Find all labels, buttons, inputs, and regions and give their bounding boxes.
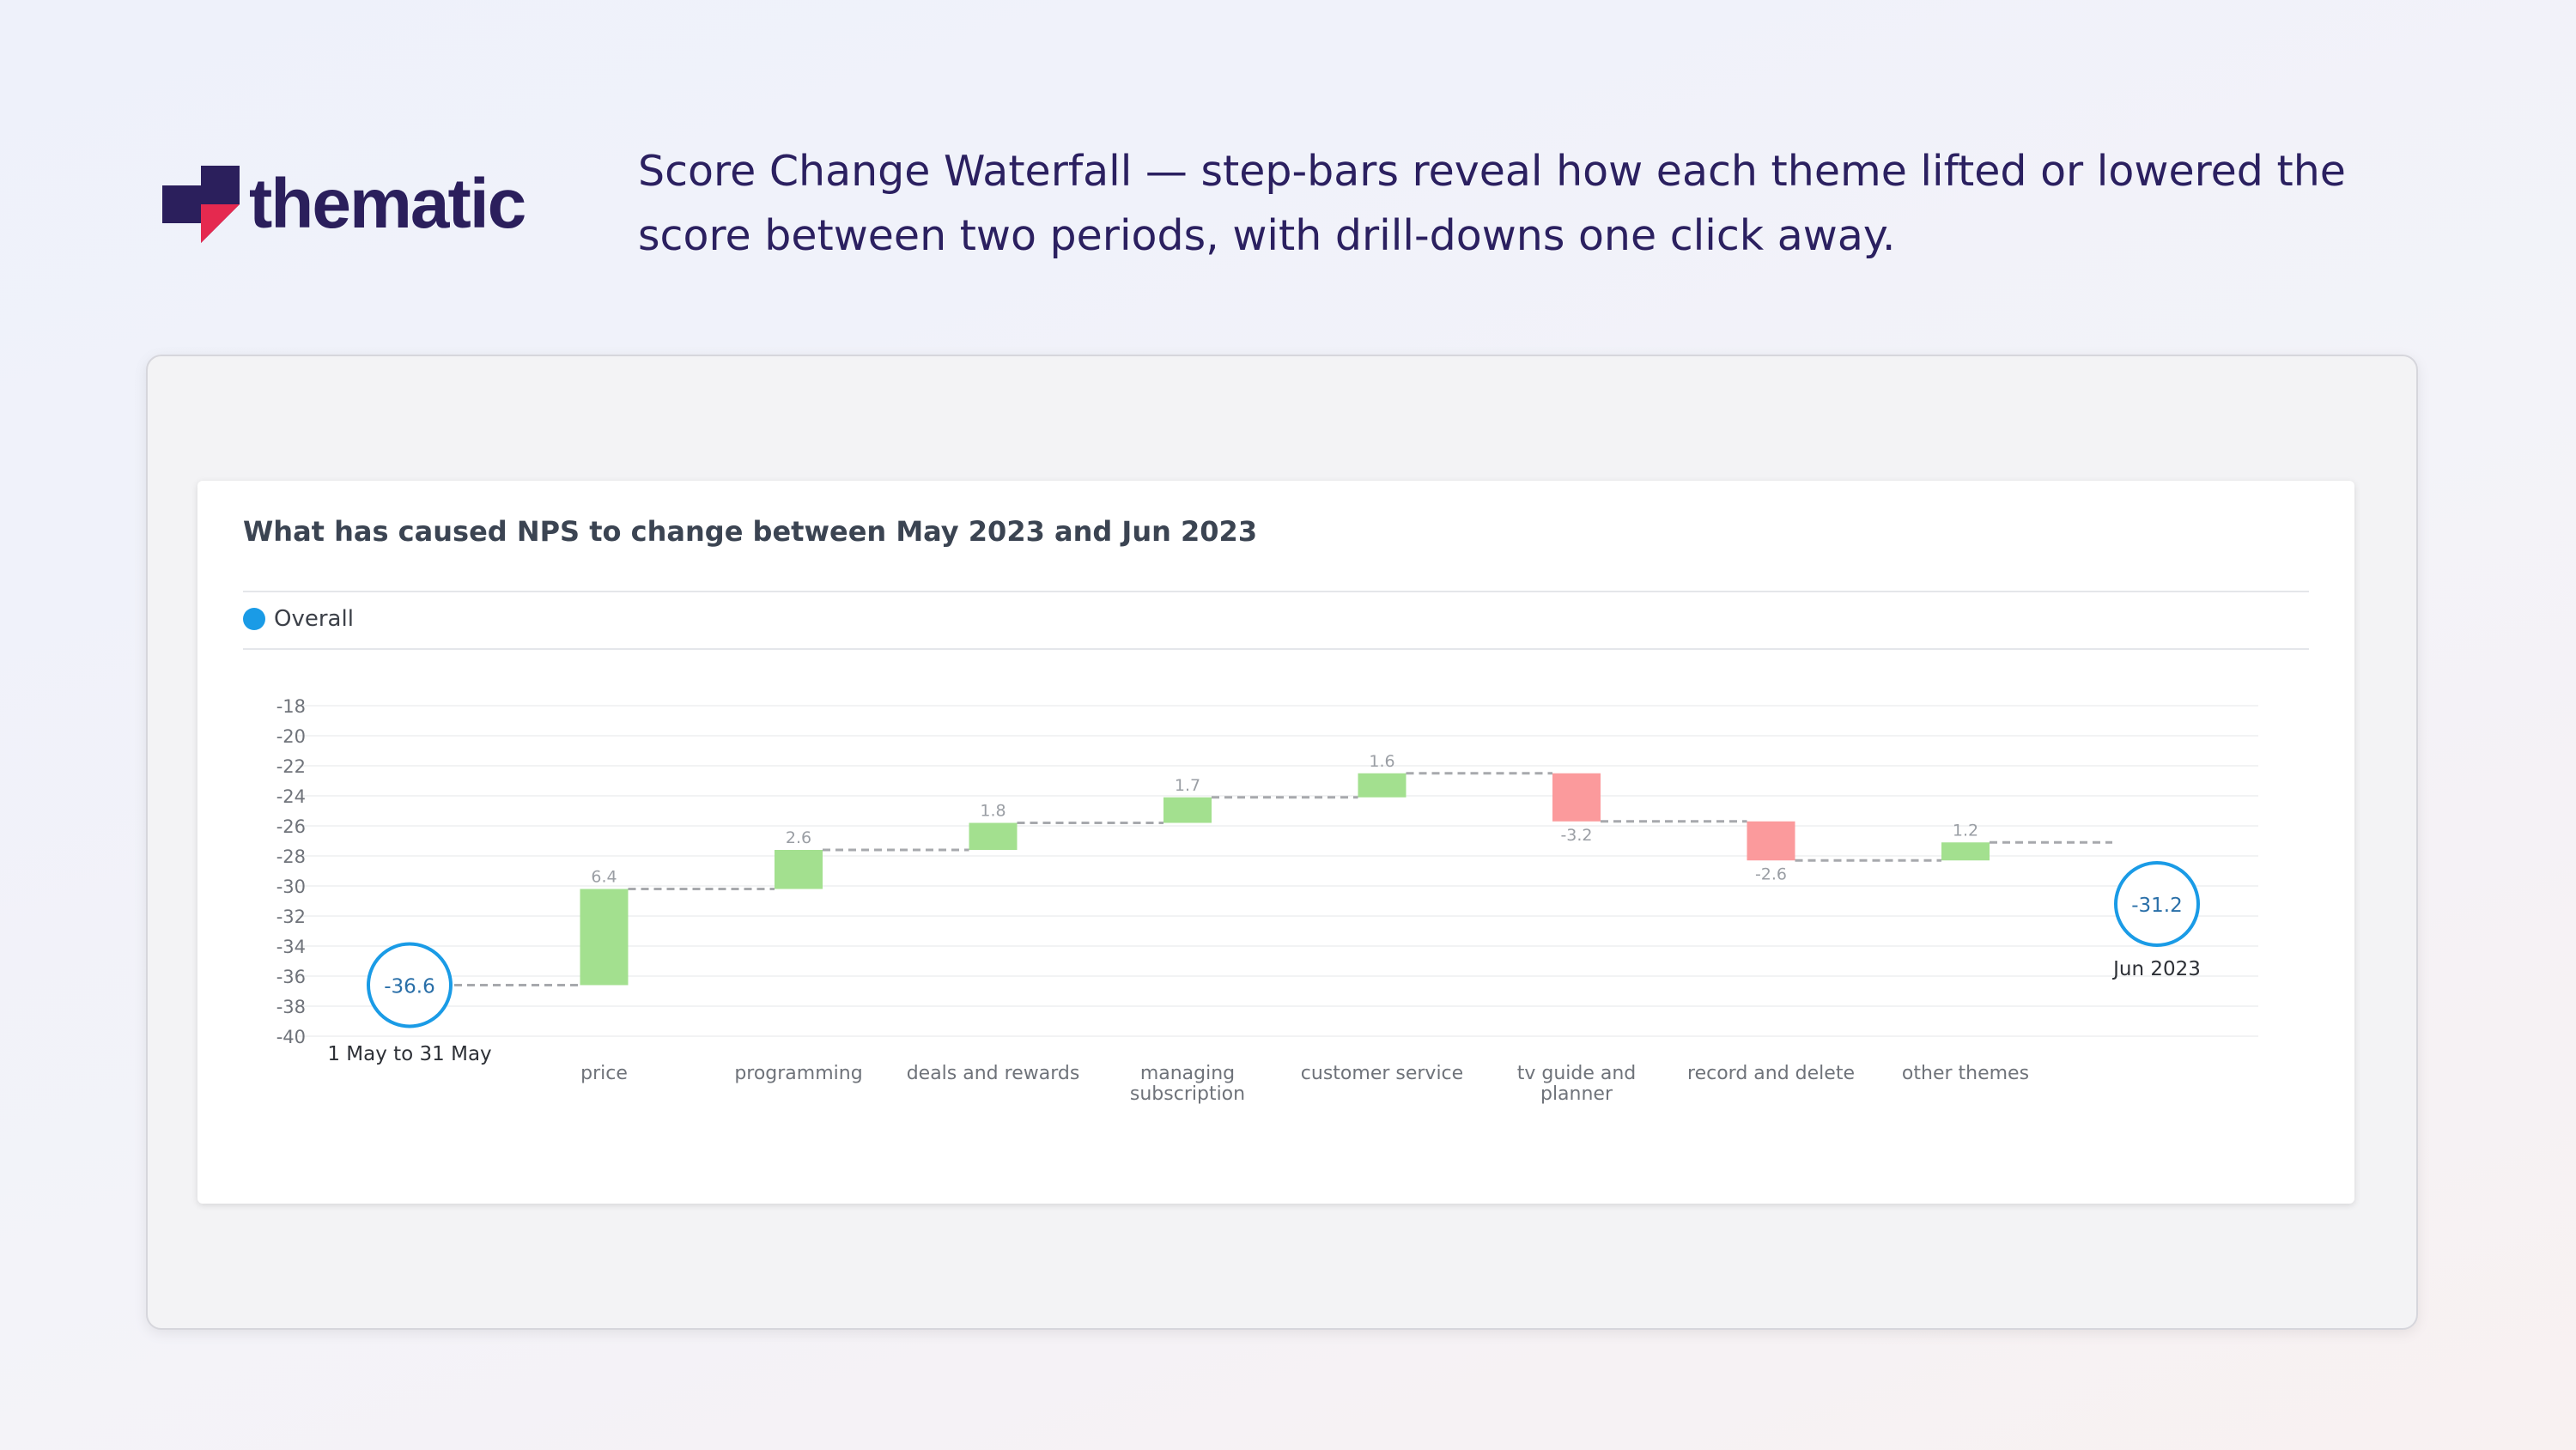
- increase-bar[interactable]: [969, 822, 1018, 851]
- y-tick-label: -32: [276, 907, 306, 927]
- end-score-circle[interactable]: [2114, 861, 2200, 947]
- category-label: subscription: [1130, 1083, 1245, 1105]
- category-label: record and delete: [1687, 1063, 1855, 1084]
- y-tick-label: -18: [276, 696, 306, 717]
- increase-bar[interactable]: [1358, 773, 1406, 798]
- start-score-circle[interactable]: [367, 942, 453, 1028]
- page-tagline: Score Change Waterfall — step-bars revea…: [638, 147, 2346, 260]
- y-tick-label: -34: [276, 937, 306, 957]
- y-tick-label: -20: [276, 726, 306, 747]
- category-label: price: [580, 1063, 628, 1084]
- chart-legend[interactable]: Overall: [243, 606, 354, 632]
- y-tick-label: -26: [276, 816, 306, 837]
- bar-value-label: -3.2: [1560, 826, 1592, 845]
- end-score-label: -31.2: [2131, 895, 2183, 917]
- legend-dot-icon: [243, 608, 265, 630]
- decrease-bar[interactable]: [1747, 821, 1795, 861]
- increase-bar[interactable]: [1941, 842, 1990, 861]
- y-tick-label: -24: [276, 786, 306, 807]
- start-score-label: -36.6: [384, 976, 435, 998]
- category-label: deals and rewards: [907, 1063, 1080, 1084]
- bar-value-label: 2.6: [786, 828, 811, 847]
- bar-value-label: 1.7: [1175, 776, 1200, 795]
- logo-wordmark: thematic: [249, 165, 526, 243]
- chart-card: What has caused NPS to change between Ma…: [197, 481, 2354, 1204]
- legend-divider: [243, 648, 2309, 650]
- increase-bar[interactable]: [775, 850, 823, 889]
- category-label: managing: [1140, 1063, 1235, 1084]
- category-label: programming: [734, 1063, 862, 1084]
- y-tick-label: -36: [276, 967, 306, 987]
- decrease-bar[interactable]: [1552, 773, 1601, 822]
- y-tick-label: -38: [276, 997, 306, 1017]
- y-tick-label: -28: [276, 846, 306, 867]
- bar-value-label: 1.2: [1953, 821, 1978, 840]
- increase-bar[interactable]: [580, 889, 629, 986]
- y-tick-label: -40: [276, 1027, 306, 1047]
- thematic-logo: thematic: [158, 161, 526, 247]
- legend-label-overall: Overall: [274, 606, 354, 632]
- chart-title: What has caused NPS to change between Ma…: [243, 515, 1258, 548]
- bar-value-label: 1.6: [1369, 752, 1394, 771]
- bar-value-label: -2.6: [1755, 865, 1787, 883]
- category-label: planner: [1540, 1083, 1613, 1105]
- start-period-label: 1 May to 31 May: [327, 1043, 491, 1065]
- waterfall-chart: -18 -20 -22 -24 -26 -28 -30 -32 -34 -36 -38 -40 6.4 p…: [276, 696, 2258, 1105]
- bar-value-label: 1.8: [980, 802, 1005, 821]
- increase-bar[interactable]: [1163, 797, 1212, 823]
- title-divider: [243, 591, 2309, 592]
- bar-value-label: 6.4: [591, 868, 617, 887]
- y-tick-label: -30: [276, 877, 306, 897]
- thematic-logo-icon: [162, 166, 240, 243]
- category-label: other themes: [1902, 1063, 2029, 1084]
- y-tick-label: -22: [276, 756, 306, 777]
- category-label: customer service: [1301, 1063, 1463, 1084]
- category-label: tv guide and: [1517, 1063, 1637, 1084]
- end-period-label: Jun 2023: [2111, 958, 2201, 980]
